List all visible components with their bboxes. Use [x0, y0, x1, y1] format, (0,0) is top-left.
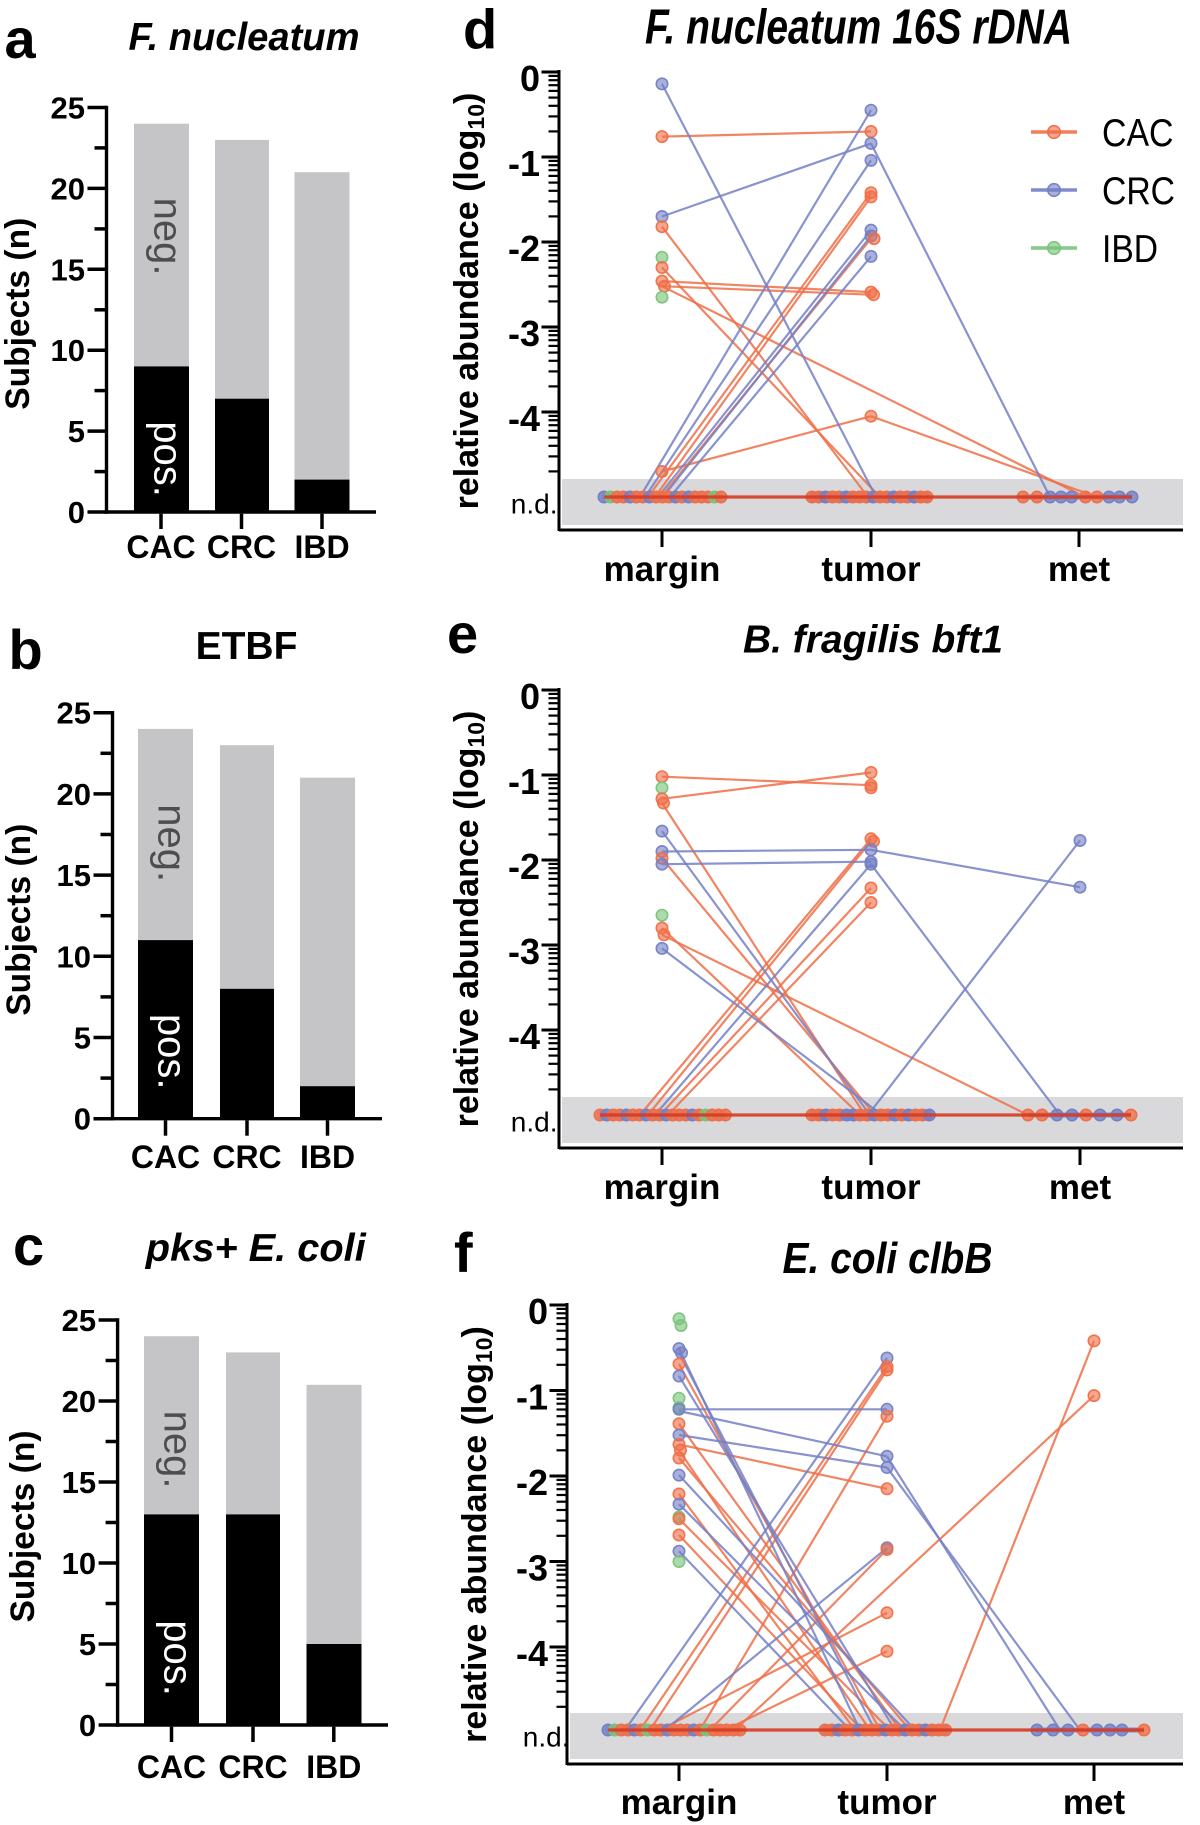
svg-text:met: met — [1049, 1168, 1112, 1207]
svg-text:5: 5 — [79, 1627, 96, 1662]
svg-text:-2: -2 — [508, 846, 540, 887]
svg-text:CAC: CAC — [131, 1139, 200, 1175]
svg-text:CRC: CRC — [1102, 170, 1175, 213]
svg-text:IBD: IBD — [306, 1749, 361, 1785]
svg-text:20: 20 — [57, 777, 91, 812]
svg-text:relative abundance (log10): relative abundance (log10) — [448, 711, 489, 1128]
svg-text:b: b — [9, 618, 43, 681]
svg-text:n.d.: n.d. — [523, 1722, 570, 1753]
svg-text:tumor: tumor — [837, 1783, 937, 1822]
svg-text:margin: margin — [621, 1783, 738, 1822]
svg-text:n.d.: n.d. — [511, 489, 558, 520]
svg-text:pos.: pos. — [156, 1620, 200, 1696]
svg-text:-2: -2 — [508, 228, 540, 269]
svg-text:CRC: CRC — [207, 529, 276, 565]
svg-text:0: 0 — [528, 1291, 548, 1332]
svg-text:0: 0 — [520, 58, 540, 99]
svg-text:met: met — [1063, 1783, 1126, 1822]
svg-text:5: 5 — [68, 414, 85, 449]
svg-text:-4: -4 — [508, 1016, 540, 1057]
svg-text:IBD: IBD — [300, 1139, 355, 1175]
svg-text:20: 20 — [51, 171, 85, 206]
svg-text:0: 0 — [79, 1708, 96, 1743]
svg-text:B. fragilis bft1: B. fragilis bft1 — [743, 619, 1003, 662]
svg-text:d: d — [463, 0, 497, 61]
svg-text:neg.: neg. — [150, 804, 194, 882]
svg-text:relative abundance (log10): relative abundance (log10) — [456, 1326, 497, 1743]
svg-text:CAC: CAC — [137, 1749, 206, 1785]
svg-text:pos.: pos. — [146, 421, 190, 497]
svg-text:a: a — [5, 7, 37, 70]
svg-text:-3: -3 — [508, 931, 540, 972]
svg-text:20: 20 — [62, 1384, 96, 1419]
svg-text:F. nucleatum: F. nucleatum — [129, 16, 360, 59]
svg-text:CAC: CAC — [1102, 112, 1174, 155]
svg-text:CRC: CRC — [212, 1139, 281, 1175]
svg-text:relative abundance (log10): relative abundance (log10) — [448, 93, 489, 510]
svg-text:n.d.: n.d. — [511, 1107, 558, 1138]
svg-text:IBD: IBD — [294, 529, 349, 565]
svg-text:25: 25 — [51, 91, 85, 126]
svg-text:tumor: tumor — [821, 550, 921, 589]
svg-text:IBD: IBD — [1102, 228, 1158, 271]
svg-text:0: 0 — [74, 1102, 91, 1137]
svg-text:pks+ E. coli: pks+ E. coli — [145, 1227, 367, 1270]
svg-text:margin: margin — [604, 550, 721, 589]
svg-text:-3: -3 — [508, 313, 540, 354]
svg-text:-3: -3 — [516, 1548, 548, 1589]
svg-text:10: 10 — [57, 939, 91, 974]
svg-text:10: 10 — [51, 333, 85, 368]
svg-text:Subjects (n): Subjects (n) — [4, 1431, 42, 1623]
svg-text:-4: -4 — [516, 1633, 548, 1674]
svg-text:5: 5 — [74, 1021, 91, 1056]
svg-text:ETBF: ETBF — [196, 625, 298, 668]
svg-text:tumor: tumor — [821, 1168, 921, 1207]
svg-text:-1: -1 — [508, 143, 540, 184]
svg-text:-1: -1 — [508, 761, 540, 802]
svg-text:25: 25 — [62, 1303, 96, 1338]
svg-text:15: 15 — [57, 858, 91, 893]
svg-text:neg.: neg. — [156, 1411, 200, 1489]
svg-text:c: c — [13, 1214, 44, 1277]
svg-text:F. nucleatum 16S rDNA: F. nucleatum 16S rDNA — [645, 0, 1072, 54]
svg-text:-4: -4 — [508, 398, 540, 439]
svg-text:met: met — [1048, 550, 1111, 589]
svg-text:margin: margin — [604, 1168, 721, 1207]
svg-text:-2: -2 — [516, 1462, 548, 1503]
svg-text:f: f — [454, 1221, 473, 1284]
svg-text:15: 15 — [62, 1465, 96, 1500]
svg-text:neg.: neg. — [146, 198, 190, 276]
svg-text:-1: -1 — [516, 1377, 548, 1418]
svg-text:0: 0 — [68, 495, 85, 530]
svg-text:10: 10 — [62, 1546, 96, 1581]
svg-text:Subjects (n): Subjects (n) — [0, 218, 37, 410]
svg-text:0: 0 — [520, 676, 540, 717]
svg-text:25: 25 — [57, 696, 91, 731]
svg-text:e: e — [447, 602, 478, 665]
svg-text:CRC: CRC — [218, 1749, 287, 1785]
svg-text:pos.: pos. — [150, 1014, 194, 1090]
svg-text:Subjects (n): Subjects (n) — [0, 824, 38, 1016]
svg-text:15: 15 — [51, 252, 85, 287]
svg-text:E. coli clbB: E. coli clbB — [783, 1234, 993, 1283]
svg-text:CAC: CAC — [126, 529, 195, 565]
